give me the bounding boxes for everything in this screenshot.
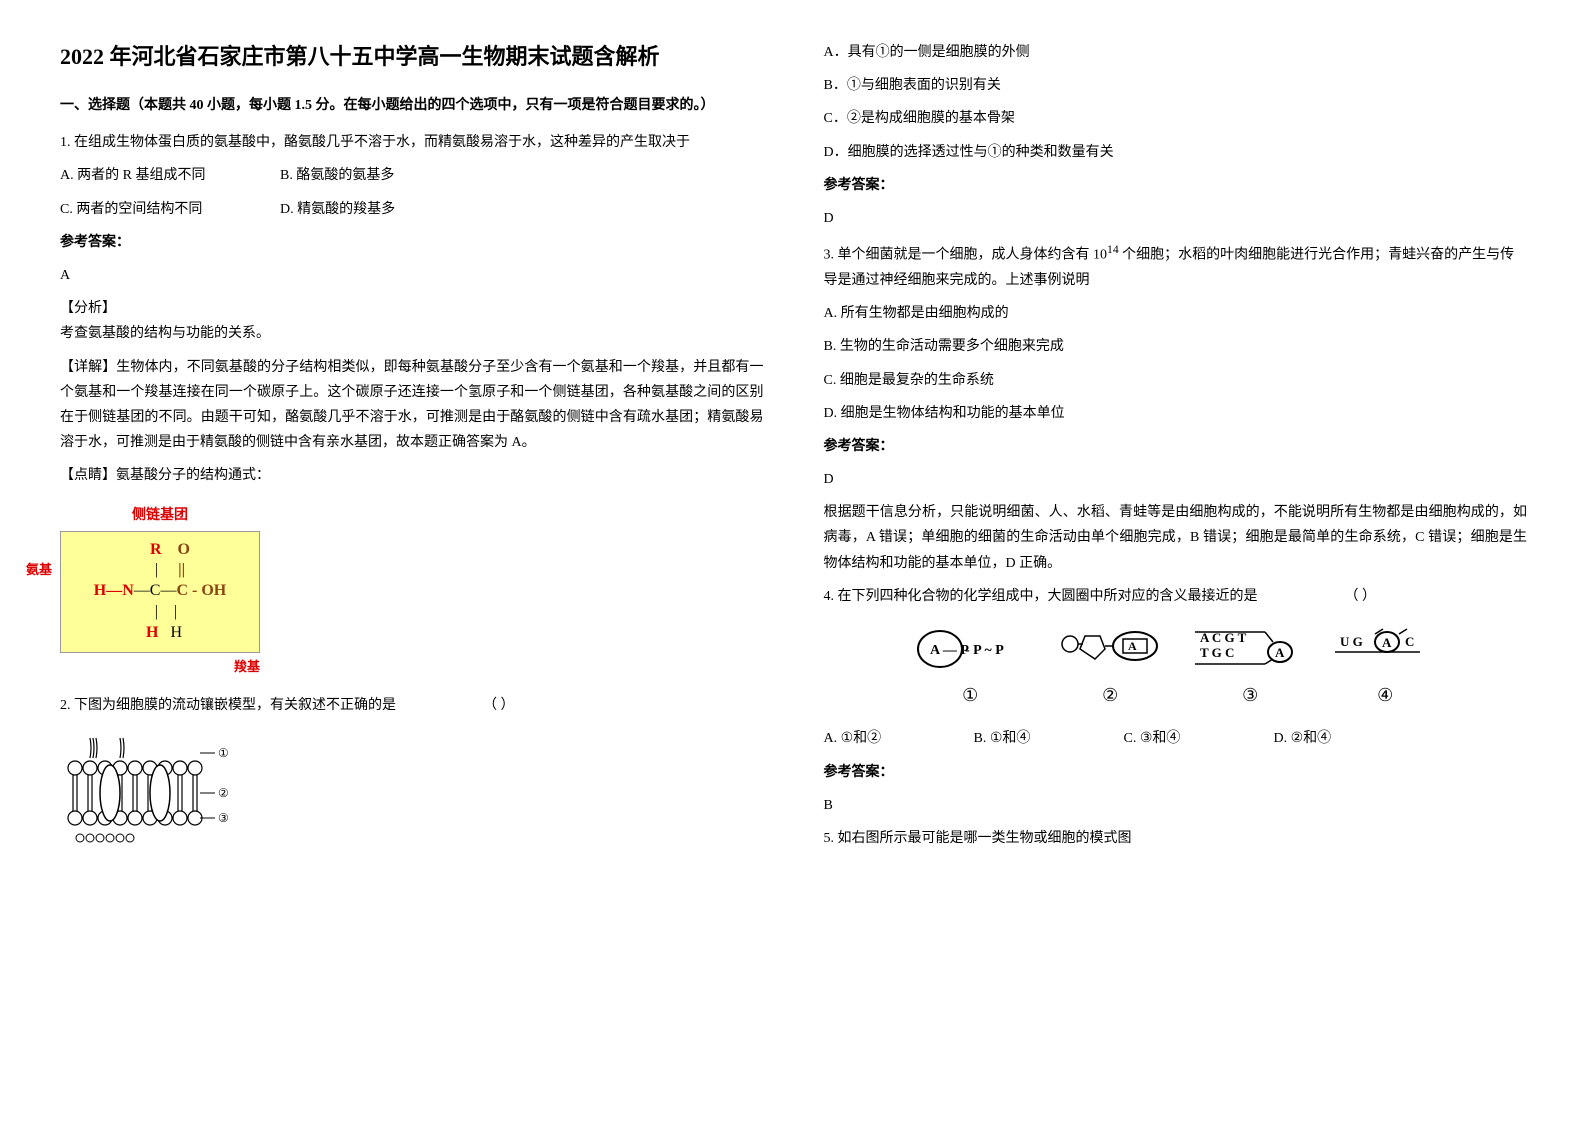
q3-text: 3. 单个细菌就是一个细胞，成人身体约含有 1014 个细胞；水稻的叶肉细胞能进… — [824, 239, 1528, 293]
q3-answer-label: 参考答案： — [824, 434, 1528, 459]
q1-option-b: B. 酪氨酸的氨基多 — [280, 163, 460, 188]
compound-1-num: ① — [915, 679, 1025, 711]
q3-option-b: B. 生物的生命活动需要多个细胞来完成 — [824, 334, 1528, 359]
svg-text:A: A — [1382, 635, 1392, 650]
q1-option-c: C. 两者的空间结构不同 — [60, 197, 240, 222]
compound-4-num: ④ — [1335, 679, 1435, 711]
q1-analysis-label: 【分析】 — [60, 296, 764, 321]
q3-answer: D — [824, 467, 1528, 492]
q1-option-d: D. 精氨酸的羧基多 — [280, 197, 460, 222]
svg-text:③: ③ — [218, 811, 229, 825]
formula-row5: H H — [69, 623, 251, 644]
svg-text:U G: U G — [1340, 634, 1363, 649]
compound-3-num: ③ — [1195, 679, 1305, 711]
q1-tip: 【点睛】氨基酸分子的结构通式： — [60, 463, 764, 488]
compound-4: U G A C ④ — [1335, 624, 1435, 711]
diagram-left-label: 氨基 — [26, 562, 52, 579]
membrane-diagram: ① ② ③ — [60, 733, 240, 853]
q3-option-c: C. 细胞是最复杂的生命系统 — [824, 368, 1528, 393]
q4-option-c: C. ③和④ — [1124, 726, 1244, 751]
q1-answer: A — [60, 263, 764, 288]
q1-options-row1: A. 两者的 R 基组成不同 B. 酪氨酸的氨基多 — [60, 163, 764, 188]
amino-acid-formula: 氨基 R O | || H—N—C—C - OH | | H H — [60, 531, 260, 653]
q4-options: A. ①和② B. ①和④ C. ③和④ D. ②和④ — [824, 726, 1528, 751]
compound-3-svg: A C G T T G C A — [1195, 624, 1305, 674]
q2-option-c: C．②是构成细胞膜的基本骨架 — [824, 106, 1528, 131]
q1-text: 1. 在组成生物体蛋白质的氨基酸中，酪氨酸几乎不溶于水，而精氨酸易溶于水，这种差… — [60, 130, 764, 155]
q1-answer-label: 参考答案： — [60, 230, 764, 255]
q4-paren: （ ） — [1345, 589, 1377, 604]
svg-text:C: C — [1405, 634, 1414, 649]
compound-3: A C G T T G C A ③ — [1195, 624, 1305, 711]
q4-answer: B — [824, 793, 1528, 818]
q2-option-a: A．具有①的一侧是细胞膜的外侧 — [824, 40, 1528, 65]
q2-answer-label: 参考答案： — [824, 173, 1528, 198]
q2-answer: D — [824, 206, 1528, 231]
q4-text: 4. 在下列四种化合物的化学组成中，大圆圈中所对应的含义最接近的是 （ ） — [824, 584, 1528, 609]
svg-text:- P ~ P: - P ~ P — [965, 643, 1004, 658]
q3-text-p1: 3. 单个细菌就是一个细胞，成人身体约含有 10 — [824, 248, 1108, 263]
formula-row2: | || — [69, 560, 251, 581]
q1-tip-text: 氨基酸分子的结构通式： — [116, 468, 270, 483]
q3-exp: 14 — [1107, 243, 1119, 256]
q4-option-a: A. ①和② — [824, 726, 944, 751]
formula-row3: H—N—C—C - OH — [69, 581, 251, 602]
formula-row1: R O — [69, 540, 251, 561]
q3-explanation: 根据题干信息分析，只能说明细菌、人、水稻、青蛙等是由细胞构成的，不能说明所有生物… — [824, 500, 1528, 576]
q3-option-a: A. 所有生物都是由细胞构成的 — [824, 301, 1528, 326]
q1-options-row2: C. 两者的空间结构不同 D. 精氨酸的羧基多 — [60, 197, 764, 222]
q1-detail: 【详解】生物体内，不同氨基酸的分子结构相类似，即每种氨基酸分子至少含有一个氨基和… — [60, 355, 764, 456]
svg-text:A — P: A — P — [930, 643, 969, 658]
q4-answer-label: 参考答案： — [824, 760, 1528, 785]
compound-2-num: ② — [1055, 679, 1165, 711]
page-container: 2022 年河北省石家庄市第八十五中学高一生物期末试题含解析 一、选择题（本题共… — [60, 40, 1527, 868]
left-column: 2022 年河北省石家庄市第八十五中学高一生物期末试题含解析 一、选择题（本题共… — [60, 40, 764, 868]
q4-option-b: B. ①和④ — [974, 726, 1094, 751]
q2-text-content: 2. 下图为细胞膜的流动镶嵌模型，有关叙述不正确的是 — [60, 698, 396, 713]
membrane-svg: ① ② ③ — [60, 733, 240, 853]
q2-paren: （ ） — [483, 698, 515, 713]
q4-option-d: D. ②和④ — [1274, 726, 1394, 751]
q2-option-d: D．细胞膜的选择透过性与①的种类和数量有关 — [824, 140, 1528, 165]
q1-tip-label: 【点睛】 — [60, 468, 116, 483]
q1-analysis-text: 考查氨基酸的结构与功能的关系。 — [60, 321, 764, 346]
q1-detail-text: 生物体内，不同氨基酸的分子结构相类似，即每种氨基酸分子至少含有一个氨基和一个羧基… — [60, 360, 764, 451]
svg-text:①: ① — [218, 746, 229, 760]
svg-text:A: A — [1128, 639, 1137, 653]
q2-text: 2. 下图为细胞膜的流动镶嵌模型，有关叙述不正确的是 （ ） — [60, 693, 764, 718]
q2-option-b: B．①与细胞表面的识别有关 — [824, 73, 1528, 98]
svg-text:T G C: T G C — [1200, 645, 1234, 660]
q1-detail-label: 【详解】 — [60, 360, 116, 375]
q4-text-content: 4. 在下列四种化合物的化学组成中，大圆圈中所对应的含义最接近的是 — [824, 589, 1258, 604]
q5-text: 5. 如右图所示最可能是哪一类生物或细胞的模式图 — [824, 826, 1528, 851]
formula-row4: | | — [69, 602, 251, 623]
compound-2-svg: A — [1055, 624, 1165, 674]
svg-text:A: A — [1275, 645, 1285, 660]
right-column: A．具有①的一侧是细胞膜的外侧 B．①与细胞表面的识别有关 C．②是构成细胞膜的… — [824, 40, 1528, 868]
diagram-right-label: 羧基 — [60, 655, 260, 678]
section-heading: 一、选择题（本题共 40 小题，每小题 1.5 分。在每小题给出的四个选项中，只… — [60, 93, 764, 118]
compound-row: A — P - P ~ P ① A ② — [824, 624, 1528, 711]
compound-4-svg: U G A C — [1335, 624, 1435, 674]
compound-1-svg: A — P - P ~ P — [915, 624, 1025, 674]
amino-acid-diagram: 侧链基团 氨基 R O | || H—N—C—C - OH | | H H 羧基 — [60, 503, 260, 678]
svg-text:②: ② — [218, 786, 229, 800]
diagram-top-label: 侧链基团 — [60, 503, 260, 528]
q1-option-a: A. 两者的 R 基组成不同 — [60, 163, 240, 188]
compound-2: A ② — [1055, 624, 1165, 711]
compound-diagram: A — P - P ~ P ① A ② — [824, 624, 1528, 711]
page-title: 2022 年河北省石家庄市第八十五中学高一生物期末试题含解析 — [60, 40, 764, 73]
compound-1: A — P - P ~ P ① — [915, 624, 1025, 711]
q3-option-d: D. 细胞是生物体结构和功能的基本单位 — [824, 401, 1528, 426]
